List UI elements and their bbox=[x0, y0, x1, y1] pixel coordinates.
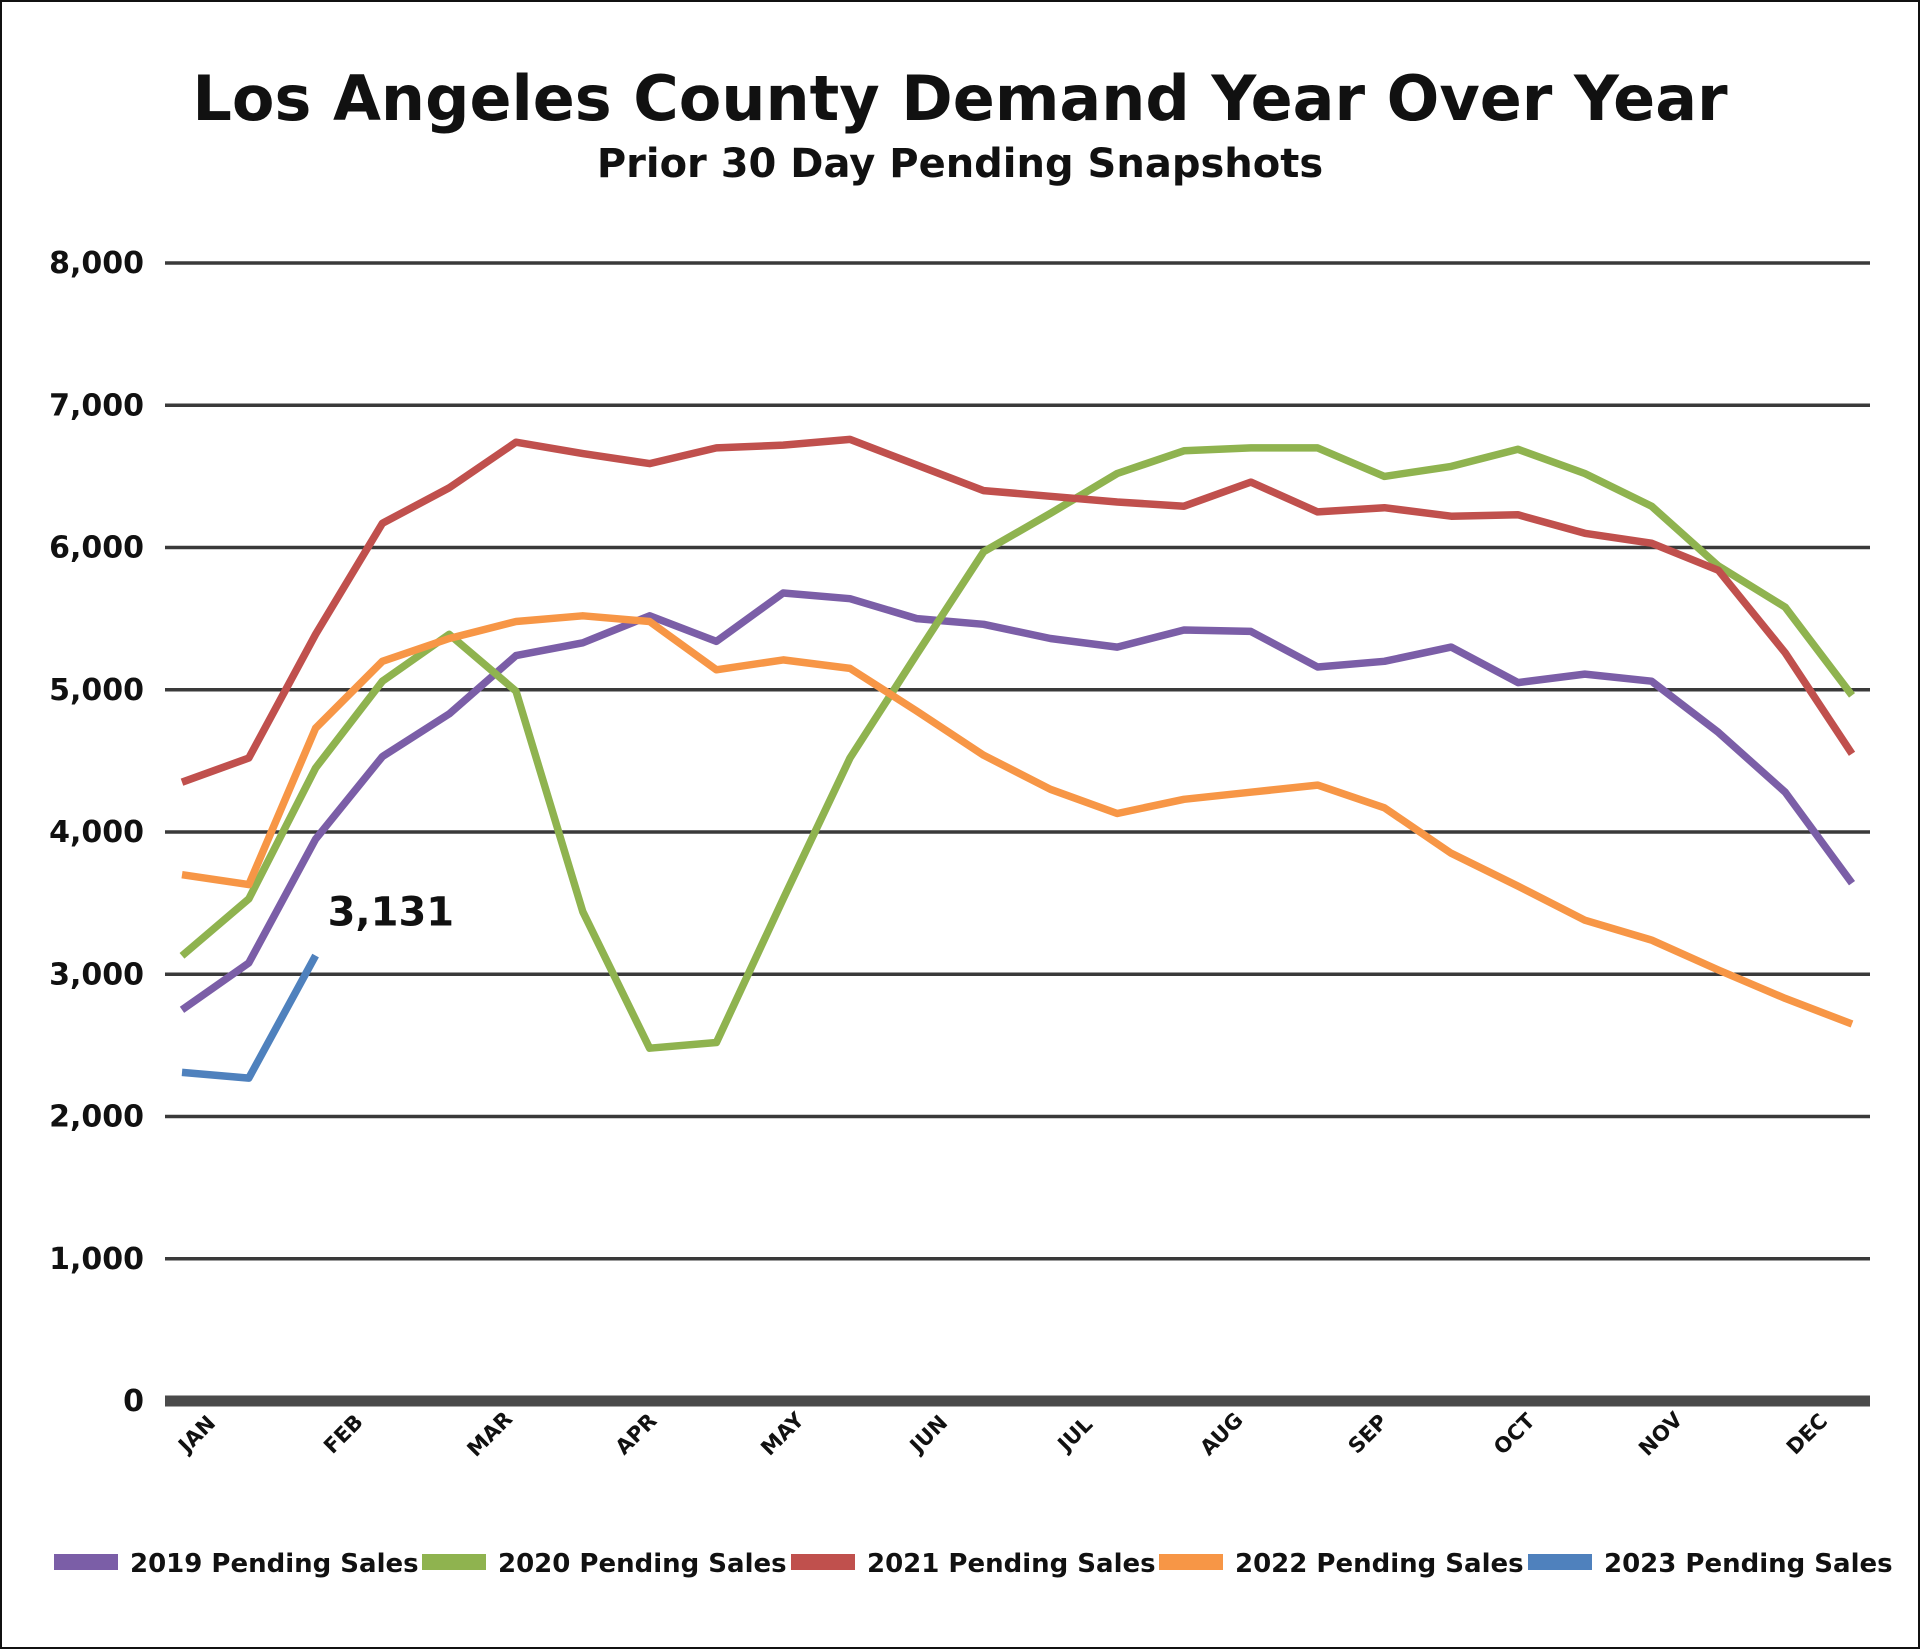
x-tick-label-aug: AUG bbox=[1195, 1408, 1247, 1460]
chart-title: Los Angeles County Demand Year Over Year bbox=[192, 62, 1728, 135]
legend-swatch-0 bbox=[54, 1554, 118, 1570]
series-line-2 bbox=[180, 435, 1856, 786]
legend-swatch-2 bbox=[791, 1554, 855, 1570]
x-axis-ticks: JAN FEB MAR APR MAY JUN JUL AUG SEP OCT NOV DEC bbox=[172, 1407, 1832, 1462]
series-line-1 bbox=[179, 444, 1855, 1052]
x-tick-label-feb: FEB bbox=[319, 1410, 368, 1459]
legend-swatch-4 bbox=[1528, 1554, 1592, 1570]
data-label: 3,131 bbox=[328, 890, 455, 936]
series-line-4 bbox=[181, 953, 319, 1082]
x-tick-label-jan: JAN bbox=[172, 1411, 220, 1459]
series-line-0 bbox=[179, 589, 1856, 1013]
legend: 2019 Pending Sales 2020 Pending Sales 2021… bbox=[54, 1549, 1893, 1579]
x-tick-label-apr: APR bbox=[611, 1409, 662, 1460]
legend-swatch-3 bbox=[1159, 1554, 1223, 1570]
series-lines bbox=[179, 435, 1856, 1082]
y-axis-ticks: 0 1,000 2,000 3,000 4,000 5,000 6,000 7,000 8,00… bbox=[49, 246, 144, 1419]
x-tick-label-nov: NOV bbox=[1634, 1407, 1688, 1461]
y-tick-label: 6,000 bbox=[49, 531, 144, 566]
gridlines bbox=[165, 261, 1870, 1407]
legend-label-3: 2022 Pending Sales bbox=[1235, 1549, 1524, 1579]
y-tick-label: 7,000 bbox=[49, 388, 144, 423]
x-tick-label-jul: JUL bbox=[1052, 1412, 1097, 1457]
x-tick-label-jun: JUN bbox=[904, 1411, 952, 1459]
x-tick-label-mar: MAR bbox=[462, 1407, 517, 1462]
legend-label-2: 2021 Pending Sales bbox=[867, 1549, 1156, 1579]
y-tick-label: 1,000 bbox=[49, 1242, 144, 1277]
legend-label-0: 2019 Pending Sales bbox=[130, 1549, 419, 1579]
annotations: 3,131 bbox=[328, 890, 455, 936]
series-line-3 bbox=[181, 612, 1854, 1028]
x-tick-label-oct: OCT bbox=[1489, 1408, 1540, 1459]
y-tick-label: 0 bbox=[123, 1384, 144, 1419]
legend-label-4: 2023 Pending Sales bbox=[1604, 1549, 1893, 1579]
y-tick-label: 2,000 bbox=[49, 1100, 144, 1135]
y-tick-label: 3,000 bbox=[49, 957, 144, 992]
x-tick-label-sep: SEP bbox=[1344, 1410, 1393, 1459]
legend-label-1: 2020 Pending Sales bbox=[498, 1549, 787, 1579]
y-tick-label: 8,000 bbox=[49, 246, 144, 281]
y-tick-label: 4,000 bbox=[49, 815, 144, 850]
y-tick-label: 5,000 bbox=[49, 673, 144, 708]
x-tick-label-may: MAY bbox=[756, 1407, 809, 1460]
legend-swatch-1 bbox=[422, 1554, 486, 1570]
x-tick-label-dec: DEC bbox=[1782, 1409, 1832, 1459]
chart-subtitle: Prior 30 Day Pending Snapshots bbox=[597, 141, 1323, 187]
